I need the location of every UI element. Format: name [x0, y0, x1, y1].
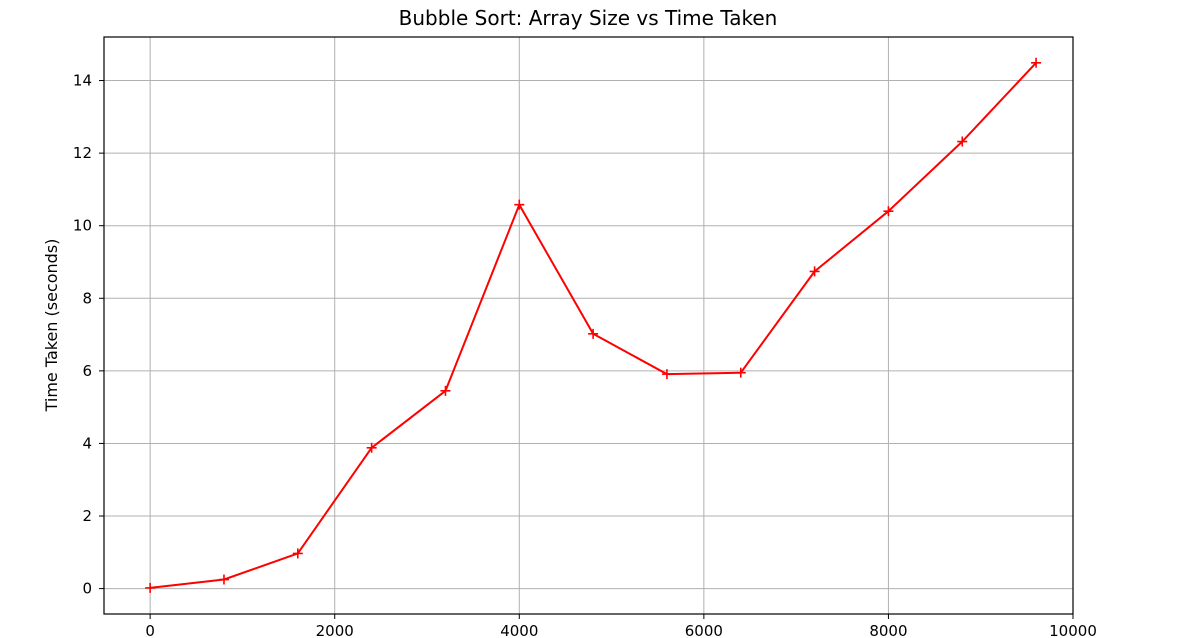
grid [104, 37, 1073, 614]
chart-title: Bubble Sort: Array Size vs Time Taken [399, 6, 778, 30]
data-point-marker [735, 367, 746, 378]
data-point-marker [588, 328, 599, 339]
data-point-marker [218, 574, 229, 585]
plot-area-frame [103, 36, 1074, 615]
x-tick-label: 8000 [869, 622, 907, 638]
x-tick-label: 4000 [500, 622, 538, 638]
data-point-marker [145, 582, 156, 593]
data-point-marker [366, 442, 377, 453]
data-point-marker [957, 136, 968, 147]
y-axis-label: Time Taken (seconds) [42, 239, 61, 413]
x-tick-label: 2000 [316, 622, 354, 638]
data-point-marker [883, 206, 894, 217]
x-tick-label: 10000 [1049, 622, 1097, 638]
axis-ticks: 0 2000 4000 6000 8000 10000 0 2 4 6 8 10 12 14 [73, 72, 1097, 638]
series-group [145, 57, 1042, 593]
y-tick-label: 6 [82, 362, 92, 380]
data-point-marker [440, 385, 451, 396]
data-point-marker [809, 266, 820, 277]
y-tick-label: 8 [82, 289, 92, 307]
x-tick-label: 0 [145, 622, 155, 638]
y-tick-label: 12 [73, 144, 92, 162]
y-tick-label: 14 [73, 72, 92, 90]
x-tick-label: 6000 [685, 622, 723, 638]
y-tick-label: 4 [82, 434, 92, 452]
data-point-marker [1031, 57, 1042, 68]
y-tick-label: 0 [82, 580, 92, 598]
data-point-marker [514, 199, 525, 210]
y-tick-label: 2 [82, 507, 92, 525]
data-point-marker [661, 369, 672, 380]
data-point-marker [292, 548, 303, 559]
y-tick-label: 10 [73, 217, 92, 235]
series-line [149, 62, 1037, 589]
